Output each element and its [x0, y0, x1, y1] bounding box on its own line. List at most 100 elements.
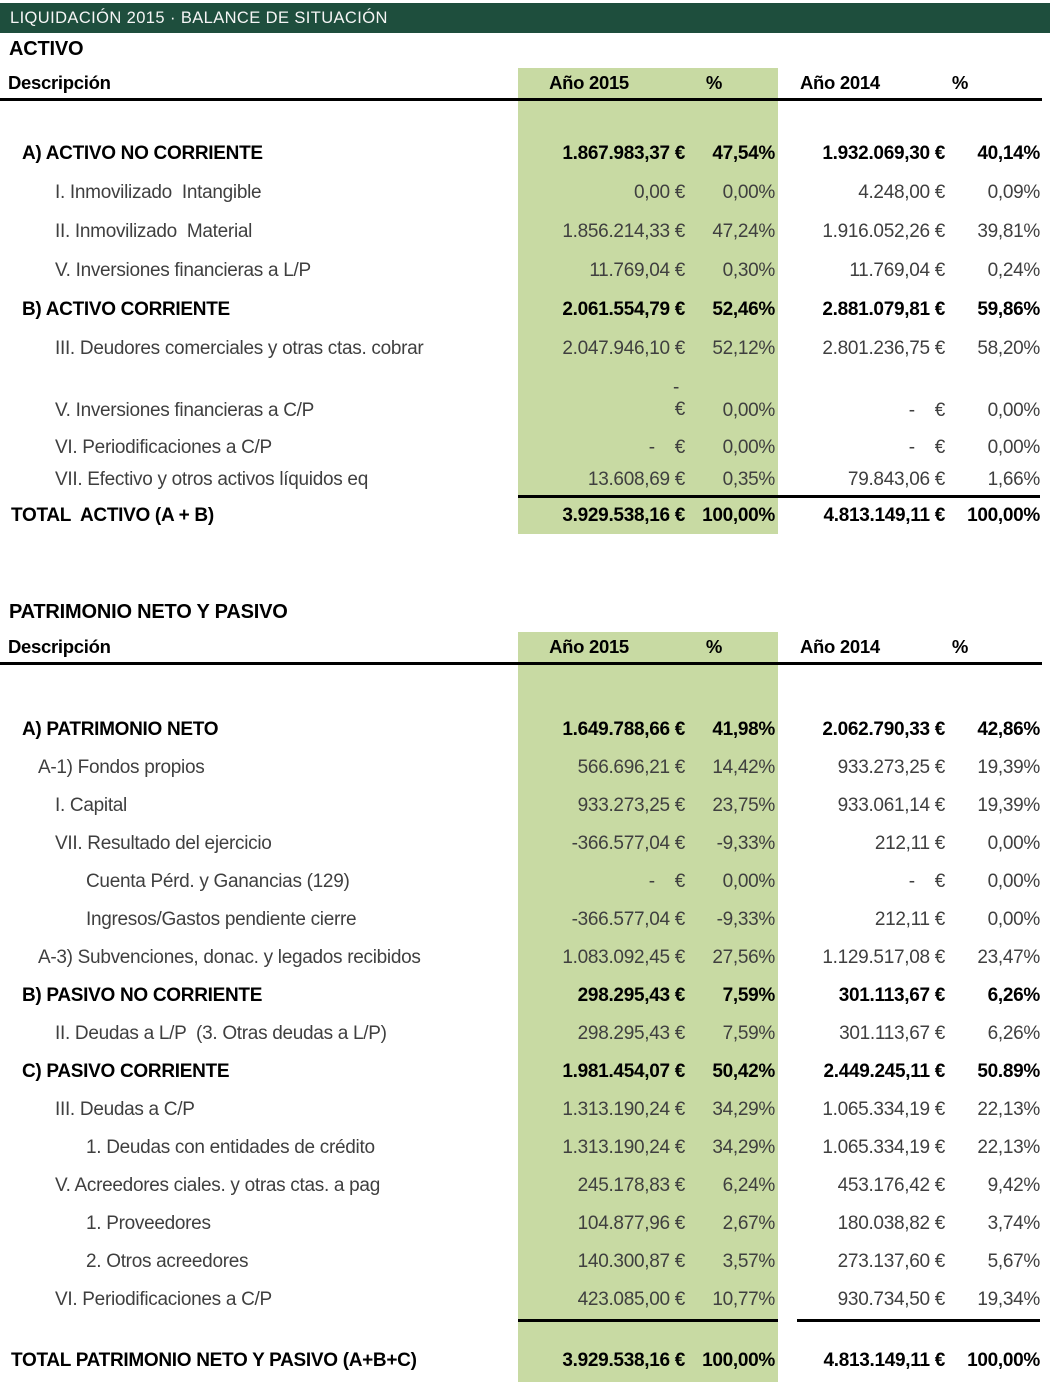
pct-2014: 42,86%	[977, 719, 1040, 740]
table-row: I. Capital 933.273,25 € 23,75% 933.061,14 €…	[0, 787, 1042, 825]
table-row: VII. Efectivo y otros activos líquidos e…	[0, 465, 1042, 495]
document-title-bar: LIQUIDACIÓN 2015 · BALANCE DE SITUACIÓN	[0, 3, 1050, 33]
section-title: ACTIVO	[9, 38, 84, 60]
value-2015: 1.313.190,24 €	[562, 1099, 685, 1120]
value-2014: 1.932.069,30 €	[822, 142, 945, 164]
pct-2015: 0,00%	[722, 400, 776, 421]
value-2014: 212,11 €	[874, 833, 945, 854]
value-2015: -366.577,04 €	[571, 909, 686, 930]
pct-2014: 6,26%	[987, 1023, 1041, 1044]
row-label: III. Deudores comerciales y otras ctas. …	[55, 337, 424, 359]
value-2014: 11.769,04 €	[849, 259, 945, 281]
value-2014: 2.062.790,33 €	[822, 719, 945, 740]
row-label: B) PASIVO NO CORRIENTE	[22, 985, 263, 1006]
pct-2014: 0,00%	[987, 400, 1041, 421]
blank-row	[0, 1322, 1042, 1340]
pct-2015: 0,00%	[722, 436, 776, 458]
value-2015: 1.313.190,24 €	[562, 1137, 685, 1158]
value-2014: 2.801.236,75 €	[822, 337, 945, 359]
table-row: Cuenta Pérd. y Ganancias (129) - € 0,00% - …	[0, 863, 1042, 901]
pct-2014: 58,20%	[977, 337, 1040, 359]
table-row: V. Inversiones financieras a C/P - € 0,00% -…	[0, 368, 1042, 430]
section-pasivo: PATRIMONIO NETO Y PASIVO Descripción Año …	[0, 600, 1050, 1382]
balance-table-pasivo: Descripción Año 2015% Año 2014% A) PATRIMON…	[0, 632, 1042, 1382]
column-header-row: Descripción Año 2015% Año 2014%	[0, 632, 1042, 665]
section-activo: ACTIVO Descripción Año 2015% Año 2014% A) A…	[0, 37, 1050, 534]
row-label: I. Capital	[55, 795, 127, 816]
row-label: TOTAL PATRIMONIO NETO Y PASIVO (A+B+C)	[11, 1350, 417, 1371]
pct-2015: 23,75%	[712, 795, 775, 816]
row-label: V. Inversiones financieras a C/P	[55, 400, 315, 421]
value-2015: 1.981.454,07 €	[562, 1061, 685, 1082]
value-2015: 1.083.092,45 €	[562, 947, 685, 968]
value-2014: - €	[908, 400, 946, 421]
value-2014: 933.061,14 €	[837, 795, 946, 816]
pct-2015: 3,57%	[722, 1251, 776, 1272]
divider-row	[0, 1319, 1042, 1322]
row-label: VII. Efectivo y otros activos líquidos e…	[55, 469, 368, 490]
total-row: TOTAL ACTIVO (A + B) 3.929.538,16 € 100,00…	[0, 498, 1042, 534]
column-gap	[778, 422, 800, 430]
pct-2014: 0,24%	[987, 259, 1041, 281]
pct-2015: 34,29%	[712, 1137, 775, 1158]
pct-2014: 0,00%	[987, 871, 1041, 892]
value-2015: 13.608,69 €	[587, 469, 685, 490]
row-label: V. Acreedores ciales. y otras ctas. a pa…	[55, 1175, 380, 1196]
value-2015: 423.085,00 €	[577, 1289, 686, 1310]
row-label: TOTAL ACTIVO (A + B)	[11, 505, 214, 526]
pct-2015: 27,56%	[712, 947, 775, 968]
row-label: A-3) Subvenciones, donac. y legados reci…	[38, 947, 421, 968]
row-label: Descripción	[8, 636, 111, 657]
table-row: B) ACTIVO CORRIENTE 2.061.554,79 € 52,46% 2…	[0, 290, 1042, 329]
pct-2015: 50,42%	[712, 1061, 775, 1082]
table-row: VII. Resultado del ejercicio -366.577,04 …	[0, 825, 1042, 863]
pct-2015: %	[705, 636, 723, 657]
value-2015: 2.047.946,10 €	[562, 337, 685, 359]
column-header-row: Descripción Año 2015% Año 2014%	[0, 68, 1042, 101]
value-2015: 1.867.983,37 €	[562, 142, 685, 164]
table-row: I. Inmovilizado Intangible 0,00 € 0,00% 4.2…	[0, 173, 1042, 212]
pct-2015: -9,33%	[716, 909, 776, 930]
value-2015: 104.877,96 €	[577, 1213, 686, 1234]
row-label: 1. Deudas con entidades de crédito	[86, 1137, 375, 1158]
value-2015: 0,00 €	[633, 181, 685, 203]
table-row: 1. Deudas con entidades de crédito 1.313.…	[0, 1129, 1042, 1167]
pct-2014: 19,39%	[977, 795, 1040, 816]
highlight-band	[518, 68, 778, 534]
row-label: A-1) Fondos propios	[38, 757, 205, 778]
pct-2014: 0,00%	[987, 833, 1041, 854]
value-2015: 2.061.554,79 €	[562, 298, 685, 320]
pct-2015: 10,77%	[712, 1289, 775, 1310]
table-row: V. Inversiones financieras a L/P 11.769,0…	[0, 251, 1042, 290]
value-2015: 3.929.538,16 €	[562, 505, 685, 526]
pct-2015: -9,33%	[716, 833, 776, 854]
value-2014: 301.113,67 €	[838, 985, 946, 1006]
value-2014: 212,11 €	[874, 909, 945, 930]
table-row: A) ACTIVO NO CORRIENTE 1.867.983,37 € 47,5…	[0, 134, 1042, 173]
table-row: II. Inmovilizado Material 1.856.214,33 € 4…	[0, 212, 1042, 251]
row-label: VII. Resultado del ejercicio	[55, 833, 272, 854]
value-2014: 1.065.334,19 €	[822, 1137, 945, 1158]
pct-2014: 19,34%	[977, 1289, 1040, 1310]
total-row: TOTAL PATRIMONIO NETO Y PASIVO (A+B+C) 3.…	[0, 1340, 1042, 1382]
value-2014: 79.843,06 €	[847, 469, 945, 490]
value-2015: 1.856.214,33 €	[562, 220, 685, 242]
value-2015: - €	[648, 436, 686, 458]
value-2014: 4.813.149,11 €	[823, 1350, 945, 1371]
pct-2015: 7,59%	[722, 1023, 776, 1044]
value-2015: Año 2015	[549, 636, 629, 657]
total-rule-line	[797, 1319, 1040, 1322]
value-2014: Año 2014	[800, 72, 880, 93]
pct-2015: 41,98%	[712, 719, 775, 740]
balance-table-activo: Descripción Año 2015% Año 2014% A) ACTIVO N…	[0, 68, 1042, 534]
pct-2014: %	[951, 72, 969, 93]
table-row: 1. Proveedores 104.877,96 € 2,67% 180.038,8…	[0, 1205, 1042, 1243]
row-label: II. Deudas a L/P (3. Otras deudas a L/P)	[55, 1023, 387, 1044]
divider-row	[0, 495, 1042, 498]
pct-2015: 14,42%	[712, 757, 775, 778]
value-2015: - €	[672, 377, 685, 420]
value-2014: 2.449.245,11 €	[823, 1061, 945, 1082]
row-label: III. Deudas a C/P	[55, 1099, 195, 1120]
highlight-band	[518, 632, 778, 1382]
pct-2014: 0,00%	[987, 436, 1041, 458]
